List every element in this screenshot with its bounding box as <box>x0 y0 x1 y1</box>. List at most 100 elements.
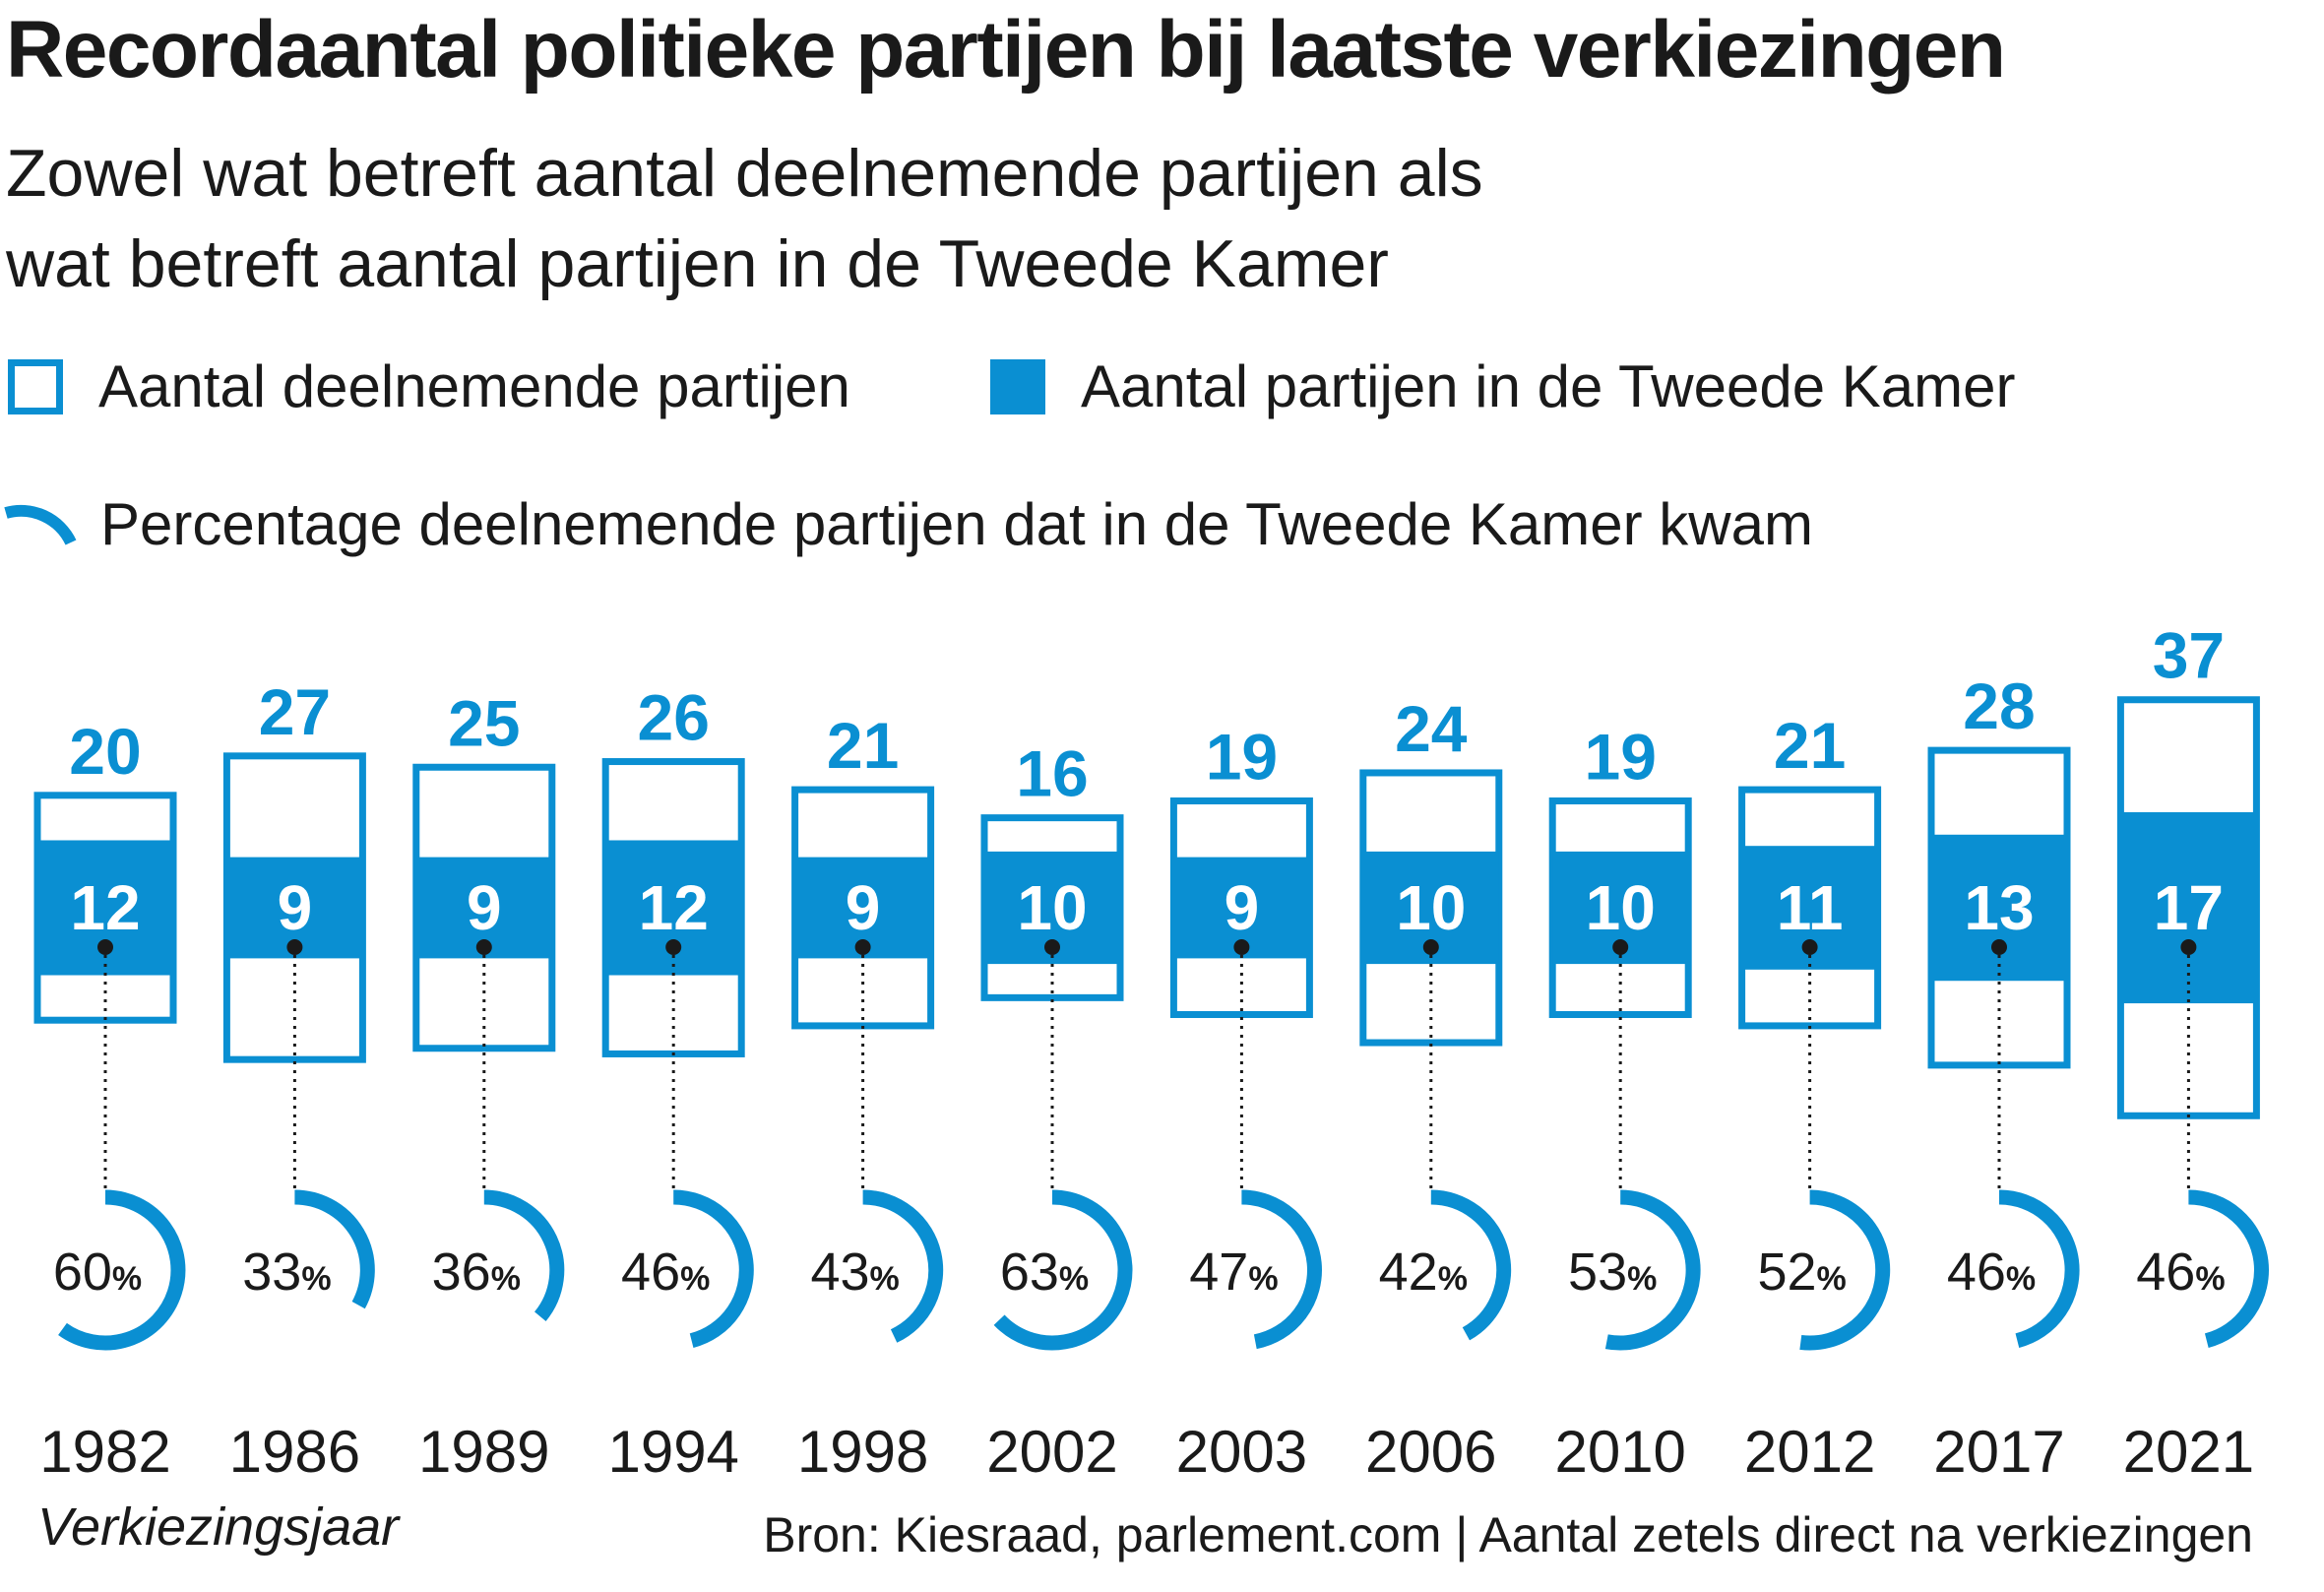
x-tick-year-2003: 2003 <box>1176 1419 1307 1485</box>
x-tick-year-2017: 2017 <box>1933 1419 2064 1485</box>
label-percentage-year-2010: 53% <box>1568 1242 1657 1302</box>
source-note: Bron: Kiesraad, parlement.com | Aantal z… <box>763 1507 2253 1562</box>
label-in-kamer-year-2002: 10 <box>1017 872 1087 943</box>
x-tick-year-2010: 2010 <box>1554 1419 1685 1485</box>
label-percentage-year-2017: 46% <box>1947 1242 2036 1302</box>
leader-dot-year-2010 <box>1612 939 1629 955</box>
label-participating-year-2002: 16 <box>1016 737 1088 810</box>
leader-dot-year-2002 <box>1044 939 1060 955</box>
percent-sign: % <box>2195 1260 2225 1298</box>
label-percentage-year-2003: 47% <box>1189 1242 1278 1302</box>
percentage-arc-year-1986 <box>294 1189 375 1309</box>
label-in-kamer-year-1998: 9 <box>846 872 881 943</box>
percentage-arc-year-2003 <box>1241 1189 1322 1350</box>
percent-sign: % <box>1627 1260 1657 1298</box>
label-participating-year-2010: 19 <box>1584 721 1656 794</box>
percentage-arc-year-1998 <box>862 1189 944 1343</box>
x-tick-year-1989: 1989 <box>418 1419 549 1485</box>
label-percentage-year-1994: 46% <box>621 1242 710 1302</box>
subtitle-line-2: wat betreft aantal partijen in de Tweede… <box>6 226 1389 301</box>
percentage-arc-year-1994 <box>673 1189 754 1348</box>
legend-in-kamer: Aantal partijen in de Tweede Kamer <box>990 352 2015 420</box>
percentage-arc-year-2021 <box>2188 1189 2269 1348</box>
label-in-kamer-year-2021: 17 <box>2154 872 2224 943</box>
legend-participating-label: Aantal deelnemende partijen <box>98 353 850 419</box>
bar-in-kamer-year-2021 <box>2120 811 2257 1004</box>
percentage-arc-year-2006 <box>1430 1189 1512 1341</box>
leader-dot-year-1998 <box>854 939 871 955</box>
leader-dot-year-2021 <box>2180 939 2197 955</box>
arc-icon <box>4 504 77 545</box>
x-axis-label: Verkiezingsjaar <box>37 1497 400 1557</box>
outline-square-icon <box>8 358 63 414</box>
percentage-arc-year-2010 <box>1604 1189 1701 1351</box>
label-in-kamer-year-1982: 12 <box>70 872 140 943</box>
percentage-arc-year-1989 <box>483 1189 565 1321</box>
label-participating-year-2012: 21 <box>1774 709 1846 782</box>
percent-sign: % <box>1817 1260 1847 1298</box>
label-participating-year-1986: 27 <box>259 675 331 748</box>
leader-dot-year-1982 <box>97 939 113 955</box>
subtitle-line-1: Zowel wat betreft aantal deelnemende par… <box>6 136 1483 211</box>
legend-percentage-label: Percentage deelnemende partijen dat in d… <box>100 491 1813 557</box>
label-participating-year-2017: 28 <box>1963 669 2035 742</box>
label-participating-year-2006: 24 <box>1395 692 1468 765</box>
label-participating-year-1989: 25 <box>448 686 520 759</box>
chart-subtitle: Zowel wat betreft aantal deelnemende par… <box>6 128 1778 309</box>
label-in-kamer-year-2017: 13 <box>1964 872 2034 943</box>
percentage-arc-year-1982 <box>58 1189 186 1351</box>
label-participating-year-2021: 37 <box>2153 619 2225 692</box>
percent-sign: % <box>2006 1260 2036 1298</box>
percent-sign: % <box>301 1260 331 1298</box>
x-tick-year-2002: 2002 <box>986 1419 1117 1485</box>
label-in-kamer-year-1989: 9 <box>467 872 502 943</box>
x-tick-year-1986: 1986 <box>229 1419 360 1485</box>
percent-sign: % <box>112 1260 142 1298</box>
percentage-arc-year-2017 <box>1998 1189 2080 1348</box>
label-percentage-year-2021: 46% <box>2136 1242 2225 1302</box>
label-participating-year-1982: 20 <box>69 715 141 788</box>
label-participating-year-1994: 26 <box>637 681 709 754</box>
chart-title: Recordaantal politieke partijen bij laat… <box>6 5 2006 95</box>
leader-dot-year-2012 <box>1801 939 1818 955</box>
label-percentage-year-2002: 63% <box>1000 1242 1089 1302</box>
leader-dot-year-1994 <box>665 939 682 955</box>
x-tick-year-1982: 1982 <box>39 1419 170 1485</box>
percentage-arc-year-2012 <box>1799 1189 1891 1351</box>
label-in-kamer-year-2006: 10 <box>1396 872 1466 943</box>
label-percentage-year-1998: 43% <box>810 1242 899 1302</box>
leader-dot-year-1986 <box>286 939 303 955</box>
x-tick-year-2012: 2012 <box>1744 1419 1875 1485</box>
percent-sign: % <box>491 1260 521 1298</box>
legend-in-kamer-label: Aantal partijen in de Tweede Kamer <box>1081 353 2016 419</box>
x-tick-year-1994: 1994 <box>607 1419 738 1485</box>
x-tick-year-2006: 2006 <box>1365 1419 1496 1485</box>
label-percentage-year-2012: 52% <box>1757 1242 1846 1302</box>
filled-square-icon <box>990 358 1045 414</box>
label-in-kamer-year-2012: 11 <box>1777 872 1844 943</box>
legend-participating: Aantal deelnemende partijen <box>8 352 850 420</box>
legend-percentage: Percentage deelnemende partijen dat in d… <box>4 490 1813 558</box>
label-percentage-year-2006: 42% <box>1379 1242 1468 1302</box>
leader-dot-year-1989 <box>475 939 492 955</box>
label-participating-year-1998: 21 <box>827 709 899 782</box>
percent-sign: % <box>1059 1260 1089 1298</box>
label-percentage-year-1989: 36% <box>432 1242 521 1302</box>
label-in-kamer-year-1994: 12 <box>639 872 709 943</box>
leader-dot-year-2017 <box>1991 939 2007 955</box>
percent-sign: % <box>870 1260 900 1298</box>
percentage-arc-year-2002 <box>993 1189 1133 1351</box>
label-in-kamer-year-1986: 9 <box>278 872 313 943</box>
label-in-kamer-year-2003: 9 <box>1225 872 1260 943</box>
label-percentage-year-1982: 60% <box>53 1242 142 1302</box>
label-percentage-year-1986: 33% <box>242 1242 331 1302</box>
label-participating-year-2003: 19 <box>1206 721 1278 794</box>
leader-dot-year-2003 <box>1233 939 1250 955</box>
percent-sign: % <box>1248 1260 1278 1298</box>
leader-dot-year-2006 <box>1422 939 1439 955</box>
label-in-kamer-year-2010: 10 <box>1586 872 1656 943</box>
percent-sign: % <box>680 1260 710 1298</box>
x-tick-year-2021: 2021 <box>2123 1419 2254 1485</box>
percent-sign: % <box>1438 1260 1468 1298</box>
